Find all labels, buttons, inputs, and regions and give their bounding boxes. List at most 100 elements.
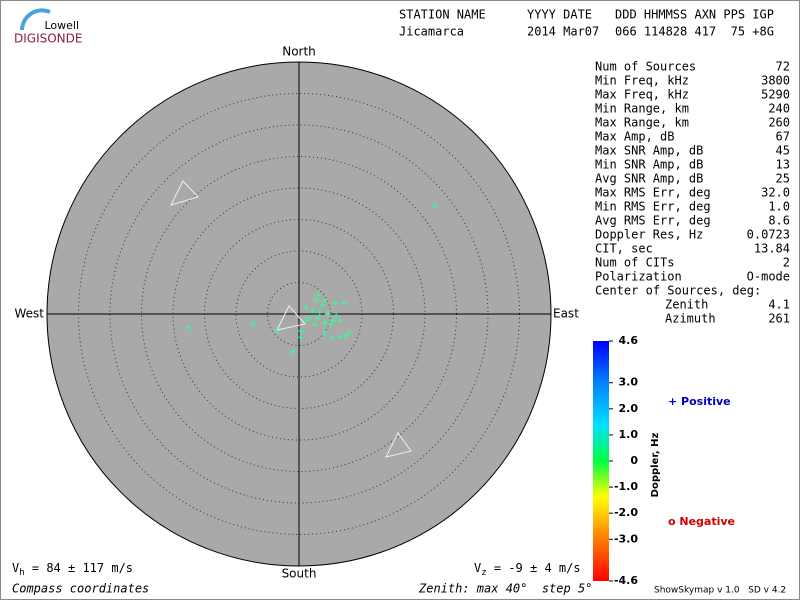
source-point bbox=[185, 324, 192, 331]
legend-positive: + Positive bbox=[668, 395, 731, 408]
stat-label: Max Freq, kHz bbox=[595, 88, 689, 102]
source-point bbox=[321, 329, 328, 336]
source-point bbox=[302, 304, 309, 311]
source-point bbox=[341, 333, 348, 340]
center-value: 261 bbox=[768, 312, 790, 326]
stat-label: Num of Sources bbox=[595, 60, 696, 74]
header-value: 066 114828 417 75 +8G bbox=[615, 25, 774, 39]
version-text: ShowSkymap v 1.0 SD v 4.2 bbox=[654, 586, 786, 596]
source-point bbox=[336, 334, 343, 341]
wedge bbox=[276, 305, 306, 331]
stat-label: Min Range, km bbox=[595, 102, 689, 116]
source-point bbox=[345, 329, 352, 336]
colorbar-tick-label: 4.6 bbox=[619, 334, 639, 347]
source-point bbox=[321, 319, 328, 326]
source-point bbox=[302, 317, 309, 324]
zenith-text: Zenith: max 40° step 5° bbox=[418, 582, 592, 596]
vz-text: Vz = -9 ± 4 m/s bbox=[474, 561, 581, 578]
stat-value: 0.0723 bbox=[747, 228, 790, 242]
wedge bbox=[170, 180, 199, 206]
source-point bbox=[311, 321, 318, 328]
stat-value: 45 bbox=[776, 144, 790, 158]
colorbar-label: Doppler, Hz bbox=[650, 433, 661, 498]
source-point bbox=[314, 292, 321, 299]
stat-value: 5290 bbox=[761, 88, 790, 102]
source-point bbox=[316, 309, 323, 316]
source-point bbox=[326, 321, 333, 328]
header-label: DDD HHMMSS AXN PPS IGP bbox=[615, 8, 774, 22]
stat-value: O-mode bbox=[747, 270, 790, 284]
stat-label: Min SNR Amp, dB bbox=[595, 158, 703, 172]
source-point bbox=[432, 203, 439, 210]
center-title: Center of Sources, deg: bbox=[595, 284, 761, 298]
east-label: East bbox=[553, 307, 579, 321]
source-point bbox=[324, 311, 331, 317]
colorbar-tick-label: -2.0 bbox=[614, 506, 638, 519]
stat-label: CIT, sec bbox=[595, 242, 653, 256]
source-point bbox=[273, 328, 280, 335]
source-point bbox=[289, 348, 296, 355]
stat-value: 32.0 bbox=[761, 186, 790, 200]
colorbar-tick-label: -4.6 bbox=[614, 574, 638, 587]
stat-value: 8.6 bbox=[768, 214, 790, 228]
colorbar-tick-label: 1.0 bbox=[619, 428, 639, 441]
stat-value: 1.0 bbox=[768, 200, 790, 214]
source-point bbox=[313, 297, 320, 304]
source-point bbox=[297, 328, 304, 335]
stat-label: Avg RMS Err, deg bbox=[595, 214, 711, 228]
header-label: STATION NAME bbox=[399, 8, 486, 22]
coords-text: Compass coordinates bbox=[12, 582, 149, 596]
west-label: West bbox=[14, 307, 44, 321]
header-value: 2014 Mar07 bbox=[527, 25, 599, 39]
stat-label: Num of CITs bbox=[595, 256, 674, 270]
stat-value: 13.84 bbox=[754, 242, 790, 256]
source-point bbox=[330, 317, 337, 324]
stat-label: Max Amp, dB bbox=[595, 130, 674, 144]
source-point bbox=[321, 297, 328, 304]
stat-label: Max Range, km bbox=[595, 116, 689, 130]
source-point bbox=[250, 321, 257, 328]
source-point bbox=[297, 334, 304, 341]
stat-value: 13 bbox=[776, 158, 790, 172]
stat-label: Avg SNR Amp, dB bbox=[595, 172, 703, 186]
stat-value: 240 bbox=[768, 102, 790, 116]
stat-value: 2 bbox=[783, 256, 790, 270]
stat-value: 67 bbox=[776, 130, 790, 144]
colorbar-tick-label: -3.0 bbox=[614, 532, 638, 545]
north-label: North bbox=[282, 45, 316, 59]
source-point bbox=[306, 314, 313, 321]
stat-value: 25 bbox=[776, 172, 790, 186]
logo-bottom: DIGISONDE bbox=[14, 32, 82, 46]
stat-value: 260 bbox=[768, 116, 790, 130]
legend-negative: o Negative bbox=[668, 515, 735, 528]
stat-label: Polarization bbox=[595, 270, 682, 284]
source-point bbox=[314, 314, 321, 321]
south-label: South bbox=[282, 567, 317, 581]
colorbar-tick-label: 3.0 bbox=[619, 376, 639, 389]
header-label: YYYY DATE bbox=[527, 8, 592, 22]
wedge bbox=[385, 432, 412, 458]
logo-top: Lowell bbox=[44, 19, 79, 32]
logo-arc bbox=[20, 8, 51, 31]
source-point bbox=[333, 312, 340, 319]
source-point bbox=[340, 300, 347, 307]
center-label: Azimuth bbox=[665, 312, 716, 326]
colorbar-tick-label: -1.0 bbox=[614, 480, 638, 493]
center-label: Zenith bbox=[665, 298, 708, 312]
stat-label: Doppler Res, Hz bbox=[595, 228, 703, 242]
header-value: Jicamarca bbox=[399, 25, 464, 39]
source-point bbox=[309, 307, 316, 314]
colorbar-tick-label: 2.0 bbox=[619, 402, 639, 415]
stat-label: Min RMS Err, deg bbox=[595, 200, 711, 214]
colorbar bbox=[593, 341, 609, 581]
vh-text: Vh = 84 ± 117 m/s bbox=[12, 561, 133, 578]
source-point bbox=[319, 302, 326, 309]
center-value: 4.1 bbox=[768, 298, 790, 312]
source-point bbox=[331, 300, 338, 307]
stat-value: 3800 bbox=[761, 74, 790, 88]
stat-label: Min Freq, kHz bbox=[595, 74, 689, 88]
stat-label: Max RMS Err, deg bbox=[595, 186, 711, 200]
source-point bbox=[336, 317, 343, 324]
stat-value: 72 bbox=[776, 60, 790, 74]
